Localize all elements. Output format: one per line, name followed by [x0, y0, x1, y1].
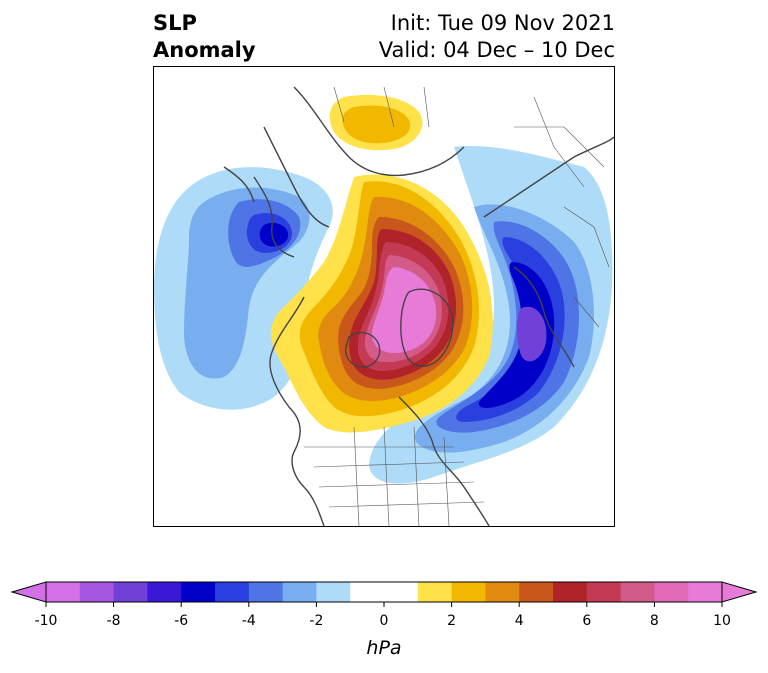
- colorbar: [10, 581, 758, 607]
- valid-range: Valid: 04 Dec – 10 Dec: [378, 38, 615, 62]
- anomaly-map: [154, 67, 614, 526]
- colorbar-tick-label: 4: [514, 613, 524, 629]
- colorbar-tick-label: -4: [241, 613, 256, 629]
- arctic-high-core: [371, 267, 437, 353]
- colorbar-under-arrow: [10, 581, 47, 603]
- title-subvariable: Anomaly: [153, 38, 256, 62]
- colorbar-ticks: [45, 602, 723, 607]
- colorbar-cell: [282, 582, 317, 602]
- colorbar-over-arrow: [721, 581, 758, 603]
- colorbar-cell: [654, 582, 689, 602]
- title-variable: SLP: [153, 11, 197, 35]
- colorbar-tick-label: -10: [34, 613, 58, 629]
- colorbar-tick-label: -2: [309, 613, 324, 629]
- map-panel: [153, 66, 615, 527]
- colorbar-cell: [384, 582, 419, 602]
- country-borders: [304, 86, 610, 526]
- colorbar-tick-label: -6: [174, 613, 189, 629]
- colorbar-cell: [553, 582, 588, 602]
- atlantic-low-5: [478, 262, 555, 409]
- arctic-high-2b: [342, 105, 411, 144]
- colorbar-tick-label: 6: [582, 613, 592, 629]
- colorbar-cell: [519, 582, 554, 602]
- colorbar-cell: [79, 582, 115, 602]
- colorbar-cell: [113, 582, 148, 602]
- coastlines: [223, 86, 614, 526]
- atlantic-low-core: [517, 306, 547, 362]
- colorbar-cell: [620, 582, 655, 602]
- colorbar-tick-label: 2: [447, 613, 457, 629]
- colorbar-cells: [46, 582, 723, 602]
- colorbar-cell: [485, 582, 520, 602]
- colorbar-cell: [215, 582, 250, 602]
- colorbar-tick-label: 8: [649, 613, 659, 629]
- colorbar-tick-label: 0: [379, 613, 389, 629]
- colorbar-cell: [451, 582, 486, 602]
- colorbar-cell: [46, 582, 81, 602]
- pacific-low-core: [259, 222, 289, 247]
- chart-title-left: SLP Anomaly: [153, 10, 256, 64]
- colorbar-cell: [248, 582, 284, 602]
- colorbar-tick-label: 10: [713, 613, 731, 629]
- colorbar-cell: [586, 582, 622, 602]
- colorbar-cell: [688, 582, 723, 602]
- colorbar-tick-label: -8: [106, 613, 121, 629]
- colorbar-unit: hPa: [366, 637, 402, 659]
- colorbar-cell: [181, 582, 216, 602]
- colorbar-cell: [147, 582, 182, 602]
- colorbar-cell: [417, 582, 453, 602]
- colorbar-cell: [350, 582, 385, 602]
- colorbar-cell: [316, 582, 351, 602]
- chart-title-right: Init: Tue 09 Nov 2021 Valid: 04 Dec – 10…: [379, 10, 615, 64]
- init-date: Init: Tue 09 Nov 2021: [390, 11, 615, 35]
